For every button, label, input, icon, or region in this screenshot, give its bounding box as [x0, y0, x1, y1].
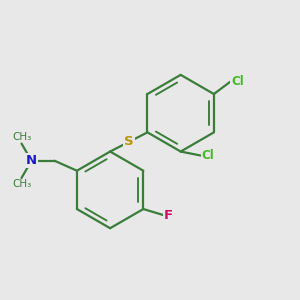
Text: Cl: Cl — [231, 75, 244, 88]
Text: F: F — [164, 209, 173, 222]
Text: S: S — [124, 135, 134, 148]
Text: CH₃: CH₃ — [12, 179, 31, 189]
Text: CH₃: CH₃ — [12, 132, 31, 142]
Text: Cl: Cl — [202, 149, 214, 162]
Text: N: N — [26, 154, 37, 167]
